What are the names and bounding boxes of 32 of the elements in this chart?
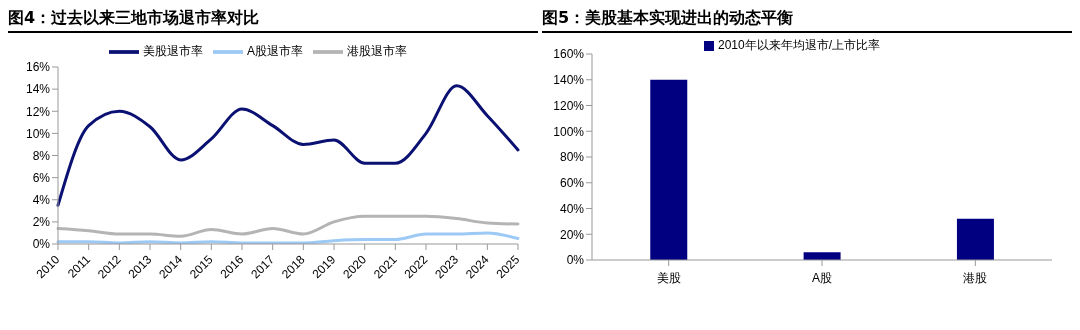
y-tick-label: 10% (25, 126, 51, 141)
y-tick-label: 60% (559, 176, 585, 191)
y-tick-label: 80% (559, 150, 585, 165)
bar (803, 252, 841, 260)
y-tick-label: 160% (553, 47, 585, 62)
y-tick-label: 140% (553, 73, 585, 88)
y-tick-label: 120% (553, 98, 585, 113)
x-tick-label: A股 (811, 271, 833, 285)
y-tick-label: 0% (566, 253, 585, 268)
legend-label: 美股退市率 (142, 44, 203, 59)
y-tick-label: 6% (32, 170, 51, 185)
legend-label: A股退市率 (246, 44, 303, 59)
bar (650, 79, 688, 260)
chart-title: 图4：过去以来三地市场退市率对比 (8, 8, 538, 33)
y-tick-label: 40% (559, 201, 585, 216)
x-tick-label: 港股 (963, 271, 988, 285)
y-tick-label: 100% (553, 124, 585, 139)
y-tick-label: 0% (32, 237, 51, 252)
y-tick-label: 16% (25, 60, 51, 75)
bar (956, 218, 994, 260)
y-tick-label: 4% (32, 193, 51, 208)
chart-title: 图5：美股基本实现进出的动态平衡 (542, 8, 1072, 33)
legend-label: 2010年以来年均退市/上市比率 (717, 38, 881, 52)
line-series (56, 84, 520, 207)
legend-label: 港股退市率 (347, 44, 407, 59)
y-tick-label: 20% (559, 227, 585, 242)
line-series (56, 214, 520, 238)
y-tick-label: 12% (25, 104, 51, 119)
y-tick-label: 8% (32, 148, 51, 163)
y-tick-label: 2% (32, 215, 51, 230)
y-tick-label: 14% (25, 82, 51, 97)
x-tick-label: 美股 (656, 271, 681, 285)
